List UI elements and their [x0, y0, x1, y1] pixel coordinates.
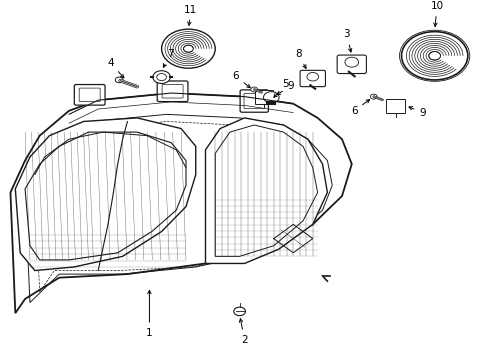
Polygon shape — [15, 118, 195, 271]
Text: 8: 8 — [294, 49, 305, 68]
Circle shape — [401, 32, 467, 80]
Text: 9: 9 — [277, 81, 294, 95]
Circle shape — [153, 71, 170, 84]
Circle shape — [250, 87, 257, 92]
Text: 7: 7 — [163, 49, 173, 67]
Text: 10: 10 — [429, 1, 443, 26]
Circle shape — [115, 77, 123, 83]
Circle shape — [263, 92, 279, 103]
Text: 3: 3 — [343, 30, 351, 52]
FancyBboxPatch shape — [240, 90, 268, 112]
FancyBboxPatch shape — [74, 85, 105, 105]
FancyBboxPatch shape — [300, 70, 325, 87]
FancyBboxPatch shape — [255, 90, 272, 104]
Text: 2: 2 — [239, 319, 247, 345]
Text: 6: 6 — [232, 71, 250, 88]
Text: 4: 4 — [107, 58, 123, 78]
Circle shape — [233, 307, 245, 316]
FancyBboxPatch shape — [157, 81, 187, 102]
Polygon shape — [10, 93, 351, 313]
Polygon shape — [205, 118, 327, 264]
Text: 6: 6 — [350, 100, 369, 116]
Text: 11: 11 — [184, 5, 197, 25]
Text: 9: 9 — [408, 107, 425, 118]
FancyBboxPatch shape — [336, 55, 366, 73]
FancyBboxPatch shape — [385, 99, 405, 113]
Text: 1: 1 — [146, 291, 152, 338]
Circle shape — [369, 94, 376, 99]
Text: 5: 5 — [273, 79, 289, 97]
Circle shape — [161, 29, 215, 68]
